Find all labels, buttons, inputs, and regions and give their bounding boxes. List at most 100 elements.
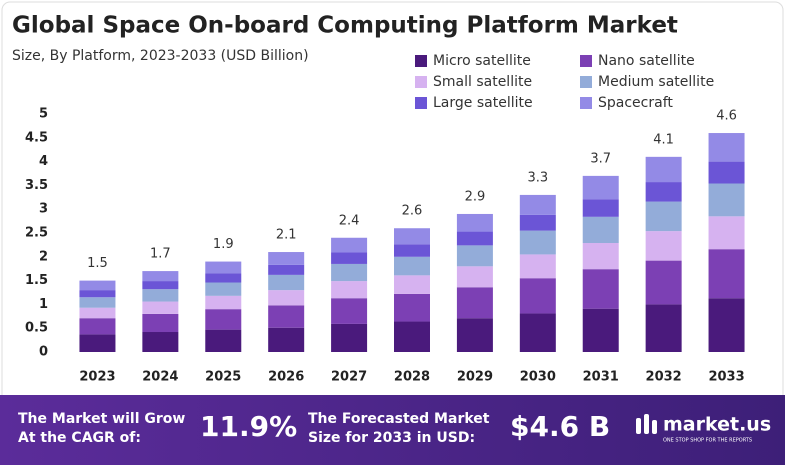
legend-swatch	[415, 76, 427, 88]
bar-segment	[519, 194, 556, 215]
legend-label: Nano satellite	[598, 53, 695, 69]
bar-segment	[394, 228, 430, 245]
bar-segment	[205, 261, 242, 274]
bar-segment	[142, 332, 179, 352]
total-label: 2.4	[339, 213, 360, 228]
bar-segment	[79, 307, 116, 319]
bar-segment	[394, 256, 430, 276]
bar-segment	[331, 281, 368, 299]
tagline: ONE STOP SHOP FOR THE REPORTS	[663, 438, 752, 444]
bar-segment	[205, 282, 242, 296]
bar-segment	[394, 275, 430, 294]
bar-segment	[456, 213, 493, 232]
bar-segment	[582, 175, 619, 200]
bar-segment	[456, 231, 493, 246]
x-tick-label: 2032	[646, 370, 682, 385]
bar-segment	[519, 230, 556, 255]
bar-segment	[456, 287, 493, 319]
bar-segment	[519, 313, 556, 352]
brand-logo	[636, 414, 657, 434]
bar-segment	[708, 161, 745, 184]
legend-swatch	[415, 97, 427, 109]
x-tick-label: 2028	[394, 370, 430, 385]
bar-segment	[645, 260, 682, 305]
total-label: 2.1	[276, 228, 297, 243]
y-tick-label: 3	[39, 202, 48, 217]
bar-segment	[268, 327, 305, 352]
y-tick-label: 1	[39, 297, 48, 312]
bar-segment	[708, 249, 745, 299]
brand: market.us	[663, 414, 771, 436]
bar-segment	[519, 254, 556, 279]
y-tick-label: 2	[39, 249, 48, 264]
legend-label: Large satellite	[433, 95, 533, 111]
bar-segment	[394, 293, 430, 322]
y-tick-label: 4.5	[25, 130, 48, 145]
bar-segment	[519, 214, 556, 231]
bar-segment	[79, 297, 116, 308]
x-tick-label: 2027	[331, 370, 367, 385]
bar-segment	[142, 301, 179, 314]
bar-segment	[79, 280, 116, 291]
bar-segment	[142, 271, 179, 282]
bar-segment	[708, 298, 745, 352]
bar-segment	[456, 245, 493, 267]
y-tick-label: 3.5	[25, 178, 48, 193]
bar-segment	[582, 269, 619, 309]
chart-title: Global Space On-board Computing Platform…	[12, 13, 678, 39]
x-tick-label: 2029	[457, 370, 493, 385]
bar-segment	[708, 133, 745, 162]
footer-value: $4.6 B	[510, 410, 610, 443]
x-tick-label: 2026	[268, 370, 304, 385]
bar-segment	[582, 242, 619, 270]
x-tick-label: 2031	[583, 370, 619, 385]
total-label: 1.7	[150, 247, 171, 262]
bar-segment	[205, 309, 242, 330]
bar-segment	[268, 290, 305, 306]
bar-segment	[394, 321, 430, 352]
legend-swatch	[580, 97, 592, 109]
x-tick-label: 2025	[205, 370, 241, 385]
bar-segment	[79, 318, 116, 335]
legend-swatch	[580, 76, 592, 88]
bar-segment	[205, 273, 242, 283]
bar-segment	[142, 289, 179, 302]
footer-text: The Market will Grow	[18, 411, 185, 427]
x-tick-label: 2033	[708, 370, 744, 385]
bar-segment	[708, 183, 745, 217]
legend-label: Micro satellite	[433, 53, 531, 69]
bar-segment	[582, 199, 619, 217]
bar-segment	[331, 298, 368, 324]
bar-segment	[331, 237, 368, 253]
bar-segment	[268, 264, 305, 275]
y-tick-label: 1.5	[25, 273, 48, 288]
footer-value: 11.9%	[200, 410, 297, 443]
bar-segment	[645, 156, 682, 183]
bar-segment	[645, 231, 682, 261]
legend-label: Spacecraft	[598, 95, 673, 111]
y-tick-label: 4	[39, 154, 48, 169]
bar-segment	[331, 263, 368, 282]
bar-segment	[519, 278, 556, 314]
bar-segment	[142, 313, 179, 333]
x-tick-label: 2030	[520, 370, 556, 385]
bar-segment	[394, 244, 430, 257]
bar-segment	[142, 281, 179, 290]
total-label: 1.9	[213, 237, 234, 252]
bar-segment	[645, 201, 682, 232]
bar-segment	[582, 216, 619, 243]
y-tick-label: 0	[39, 345, 48, 360]
x-tick-label: 2024	[142, 370, 178, 385]
bar-segment	[268, 305, 305, 328]
bar-segment	[79, 290, 116, 298]
total-label: 4.6	[716, 109, 737, 124]
footer-text: Size for 2033 in USD:	[308, 430, 475, 446]
x-tick-label: 2023	[79, 370, 115, 385]
bar-segment	[645, 182, 682, 202]
chart-subtitle: Size, By Platform, 2023-2033 (USD Billio…	[12, 48, 309, 64]
bar-segment	[456, 266, 493, 288]
total-label: 3.3	[527, 170, 548, 185]
bar-segment	[79, 334, 116, 352]
footer-text: The Forecasted Market	[308, 411, 490, 427]
